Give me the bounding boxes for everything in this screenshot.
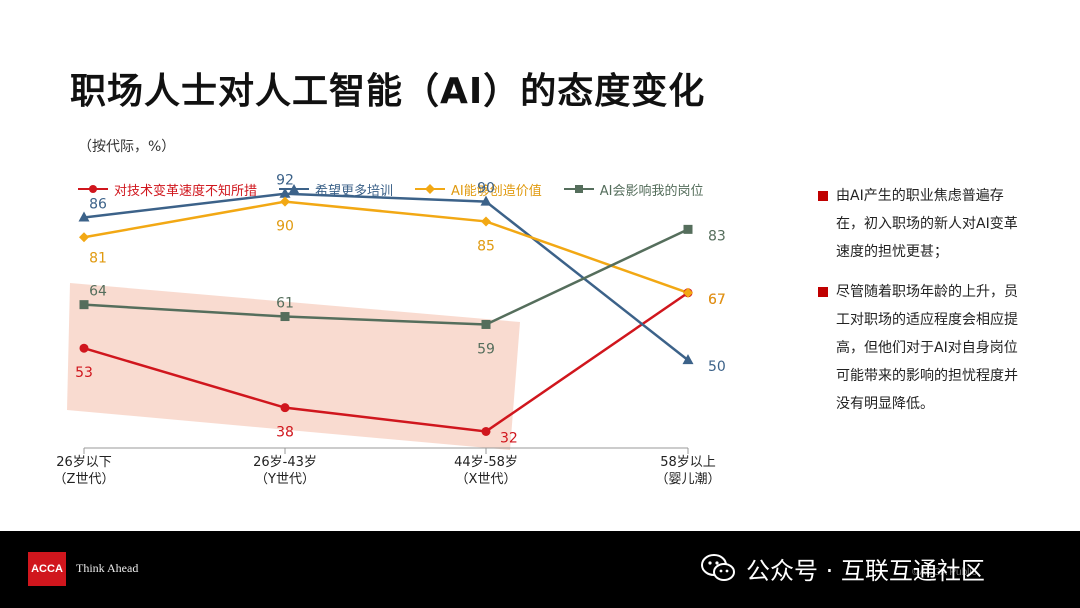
legend-marker-square-icon [563, 185, 594, 193]
legend-label: AI会影响我的岗位 [599, 183, 704, 199]
unit-note: （按代际，%） [78, 139, 176, 155]
legend-marker-triangle-icon [279, 184, 310, 193]
legend-label: 对技术变革速度不知所措 [114, 183, 258, 199]
legend-item-series-2: AI能够创造价值 [415, 180, 542, 199]
data-point [279, 187, 291, 198]
copyright-text: ©ACCA Public [912, 567, 977, 578]
data-point [480, 195, 492, 206]
series-markers [78, 187, 694, 436]
data-point [683, 224, 693, 234]
data-label: 38 [276, 425, 294, 441]
data-label: 90 [276, 219, 294, 235]
logo-text: ACCA [31, 563, 63, 575]
data-point [481, 426, 491, 436]
data-point [280, 403, 290, 413]
watermark: 公众号 · 互联互通社区 [700, 549, 985, 587]
data-point [280, 312, 290, 322]
series-lines [83, 192, 689, 433]
legend-item-series-3: AI会影响我的岗位 [563, 180, 704, 199]
data-label: 32 [500, 430, 518, 446]
series-line-1 [83, 192, 689, 362]
x-tick-label: 26岁-43岁（Y世代） [253, 455, 317, 487]
data-point [79, 232, 89, 243]
tagline: Think Ahead [76, 561, 139, 575]
data-label: 81 [89, 250, 107, 266]
legend-item-series-0: 对技术变革速度不知所措 [78, 180, 257, 199]
footer-bar: ACCA Think Ahead ©ACCA Public 公众号 · 互联互通… [0, 531, 1080, 608]
line-chart: 26岁以下（Z世代） 26岁-43岁（Y世代） 44岁-58岁（X世代） 58岁以上（… [54, 173, 726, 487]
legend-marker-circle-icon [78, 185, 108, 193]
bullet-square-icon [818, 287, 828, 297]
slide-title: 职场人士对人工智能（AI）的态度变化 [70, 71, 706, 112]
data-point [79, 343, 89, 353]
finding-item: 由AI产生的职业焦虑普遍存在，初入职场的新人对AI变革速度的担忧更甚； [818, 182, 1018, 266]
data-label: 61 [276, 296, 294, 312]
highlight-band [67, 283, 520, 450]
finding-text: 由AI产生的职业焦虑普遍存在，初入职场的新人对AI变革速度的担忧更甚； [836, 188, 1018, 260]
data-point [481, 216, 491, 227]
data-label: 53 [75, 365, 93, 381]
data-point [280, 196, 290, 207]
series-line-0 [83, 291, 689, 433]
x-tick-label: 26岁以下（Z世代） [54, 455, 115, 487]
chart-legend: 对技术变革速度不知所措 希望更多培训 AI能够创造价值 AI会影响我的岗位 [78, 180, 704, 199]
bullet-square-icon [818, 191, 828, 201]
data-point [481, 319, 491, 329]
data-label: 64 [89, 284, 107, 300]
data-label: 85 [477, 238, 495, 254]
data-point [682, 354, 694, 365]
data-label: 67 [708, 292, 726, 308]
data-label: 92 [276, 173, 294, 189]
data-label: 90 [477, 181, 495, 197]
data-point [79, 300, 89, 310]
finding-text: 尽管随着职场年龄的上升，员工对职场的适应程度会相应提高，但他们对于AI对自身岗位… [836, 284, 1018, 412]
x-tick-label: 58岁以上（婴儿潮） [655, 455, 720, 487]
data-label: 86 [89, 196, 107, 212]
series-line-2 [83, 200, 689, 294]
data-label: 50 [708, 359, 726, 375]
finding-item: 尽管随着职场年龄的上升，员工对职场的适应程度会相应提高，但他们对于AI对自身岗位… [818, 278, 1018, 418]
x-tick-label: 44岁-58岁（X世代） [454, 455, 518, 487]
legend-marker-diamond-icon [415, 184, 446, 194]
watermark-text: 公众号 · 互联互通社区 [746, 556, 985, 585]
data-point [78, 211, 90, 222]
data-label: 83 [708, 228, 726, 244]
data-point [683, 287, 693, 298]
key-findings: 由AI产生的职业焦虑普遍存在，初入职场的新人对AI变革速度的担忧更甚； 尽管随着… [818, 182, 1018, 430]
data-label: 59 [477, 341, 495, 357]
acca-logo: ACCA [28, 552, 66, 586]
chart-highlight-band [67, 283, 520, 450]
data-label: 67 [708, 292, 726, 308]
wechat-icon [701, 554, 735, 581]
legend-label: AI能够创造价值 [451, 183, 542, 199]
series-line-3 [83, 228, 689, 326]
x-axis: 26岁以下（Z世代） 26岁-43岁（Y世代） 44岁-58岁（X世代） 58岁以上（… [54, 447, 721, 487]
